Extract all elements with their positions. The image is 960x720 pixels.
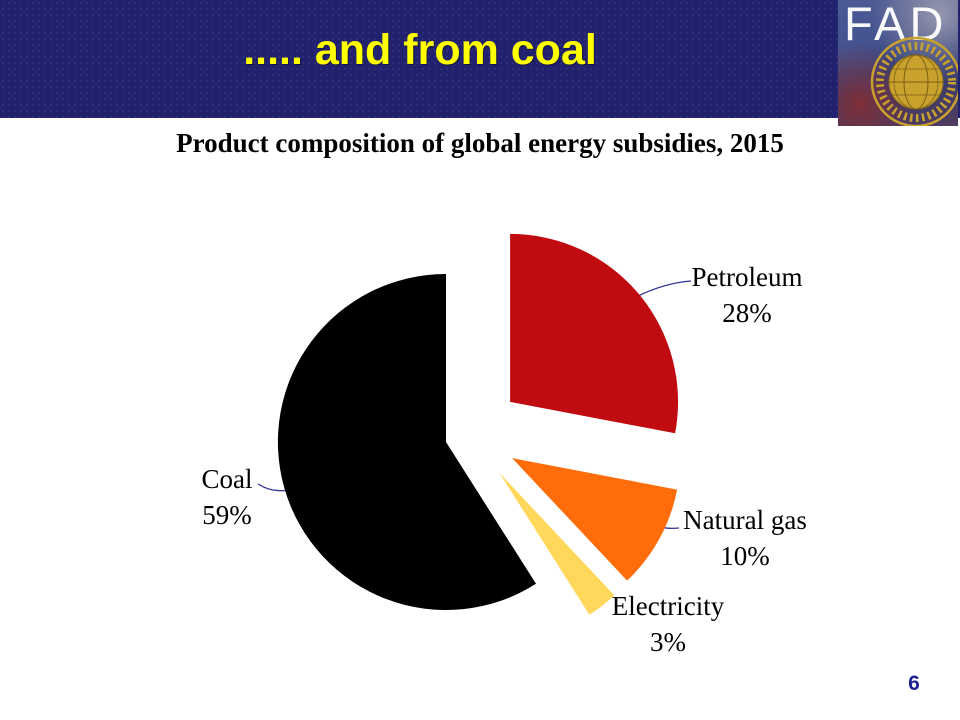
petroleum-label: Petroleum 28% [692, 259, 803, 331]
fad-logo: FAD [838, 0, 958, 126]
electricity-label-pct: 3% [649, 627, 686, 657]
natural-gas-label-name: Natural gas [683, 505, 807, 535]
pie-slice-coal [277, 273, 536, 610]
pie-slice-natural-gas [512, 458, 678, 581]
petroleum-leader-line [637, 280, 692, 297]
petroleum-label-pct: 28% [722, 298, 772, 328]
fad-logo-text: FAD [844, 0, 948, 50]
petroleum-label-name: Petroleum [691, 262, 803, 292]
slide-title: ..... and from coal [243, 26, 597, 74]
natural-gas-leader-line [650, 511, 680, 530]
coal-label-name: Coal [201, 464, 253, 494]
pie-slice-petroleum [510, 233, 679, 434]
electricity-label-name: Electricity [611, 591, 725, 621]
natural-gas-label-pct: 10% [720, 541, 770, 571]
electricity-label: Electricity 3% [612, 588, 724, 660]
coal-label-pct: 59% [202, 500, 252, 530]
page-number: 6 [908, 672, 920, 695]
pie-slice-electricity [499, 472, 615, 615]
header-bar: ..... and from coal [0, 0, 960, 118]
coal-label: Coal 59% [202, 461, 253, 533]
natural-gas-label: Natural gas 10% [683, 502, 807, 574]
imf-seal-icon [870, 36, 958, 126]
coal-leader-line [257, 483, 291, 492]
chart-title: Product composition of global energy sub… [176, 128, 784, 158]
